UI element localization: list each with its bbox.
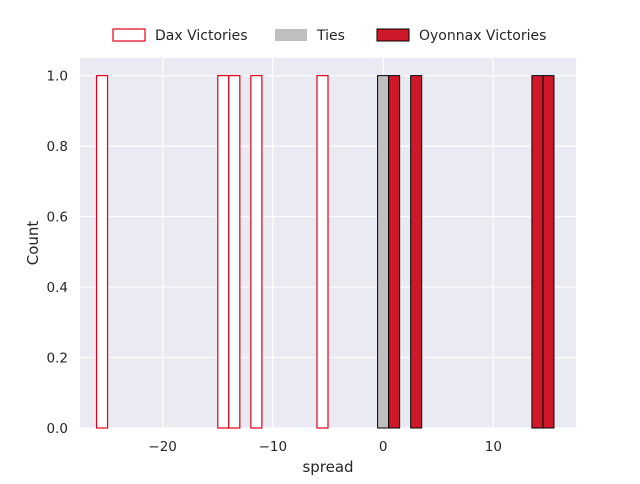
x-axis-ticks: −20 −10 0 10 [148, 439, 502, 455]
bar-dax-victories [217, 75, 230, 429]
legend-swatch [275, 29, 307, 41]
legend-label: Oyonnax Victories [419, 28, 546, 44]
legend-swatch [112, 28, 146, 42]
x-axis-label: spread [302, 458, 353, 476]
bar-oyonnax-victories [531, 75, 544, 429]
bar-dax-victories [228, 75, 241, 429]
x-tick-label: −20 [148, 439, 177, 455]
legend: Dax Victories Ties Oyonnax Victories [112, 28, 546, 44]
bars [95, 75, 555, 429]
y-tick-label: 0.2 [47, 351, 68, 367]
x-tick-label: 10 [485, 439, 502, 455]
legend-label: Ties [316, 28, 345, 44]
legend-swatch [376, 28, 410, 42]
bar-dax-victories [250, 75, 263, 429]
y-axis-label: Count [24, 221, 42, 266]
y-tick-label: 1.0 [47, 69, 68, 85]
bar-dax-victories [95, 75, 109, 429]
bar-oyonnax-victories [410, 75, 423, 429]
y-tick-label: 0.6 [47, 210, 68, 226]
y-tick-label: 0.0 [47, 421, 68, 437]
x-tick-label: −10 [259, 439, 288, 455]
bar-dax-victories [316, 75, 329, 429]
bar-oyonnax-victories [542, 75, 555, 429]
legend-label: Dax Victories [155, 28, 248, 44]
x-tick-label: 0 [379, 439, 388, 455]
y-tick-label: 0.8 [47, 139, 68, 155]
bar-ties [377, 75, 390, 429]
bar-oyonnax-victories [388, 75, 401, 429]
y-tick-label: 0.4 [47, 280, 68, 296]
y-axis-ticks: 0.0 0.2 0.4 0.6 0.8 1.0 [47, 69, 68, 437]
